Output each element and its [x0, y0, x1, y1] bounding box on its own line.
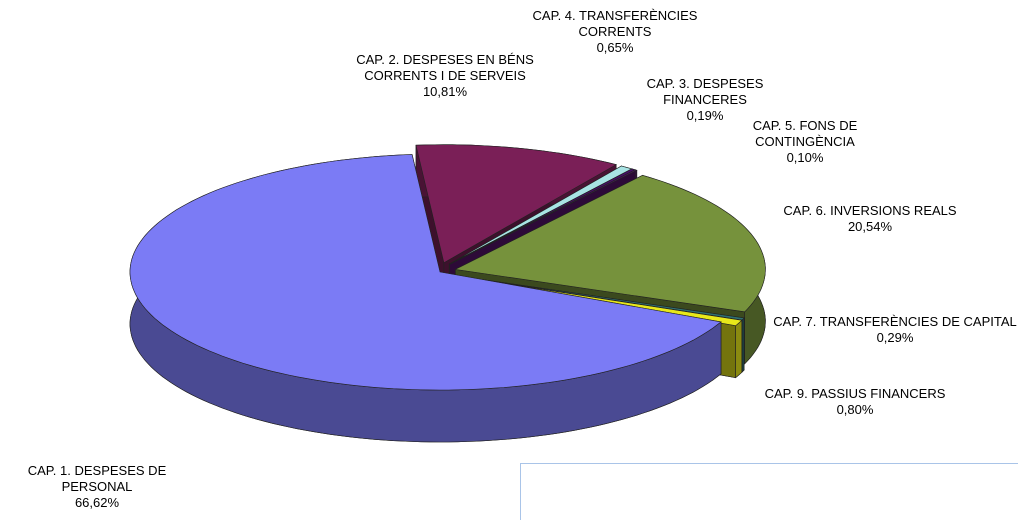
category-name: CAP. 3. DESPESES FINANCERES	[646, 76, 764, 107]
slice-top	[454, 174, 766, 313]
category-name: CAP. 7. TRANSFERÈNCIES DE CAPITAL	[773, 314, 1017, 329]
slice-label: CAP. 9. PASSIUS FINANCERS 0,80%	[725, 386, 985, 418]
slice-top	[449, 169, 638, 265]
slice-label: CAP. 1. DESPESES DE PERSONAL 66,62%	[0, 463, 197, 511]
value-label: 0,19%	[686, 108, 724, 123]
category-name: CAP. 1. DESPESES DE PERSONAL	[27, 463, 167, 494]
slice-top	[129, 154, 722, 391]
category-name: CAP. 9. PASSIUS FINANCERS	[764, 386, 946, 401]
slice-label: CAP. 7. TRANSFERÈNCIES DE CAPITAL 0,29%	[770, 314, 1018, 346]
slice-label: CAP. 6. INVERSIONS REALS 20,54%	[740, 203, 1000, 235]
category-name: CAP. 5. FONS DE CONTINGÈNCIA	[752, 118, 858, 149]
slice-label: CAP. 5. FONS DE CONTINGÈNCIA 0,10%	[730, 118, 880, 166]
slice-wall	[735, 319, 743, 379]
slice-label: CAP. 4. TRANSFERÈNCIES CORRENTS 0,65%	[515, 8, 715, 56]
value-label: 20,54%	[847, 219, 893, 234]
value-label: 0,80%	[836, 402, 874, 417]
value-label: 66,62%	[74, 495, 120, 510]
value-label: 0,10%	[786, 150, 824, 165]
slice-top	[415, 144, 618, 264]
slice-wall	[741, 317, 745, 373]
category-name: CAP. 6. INVERSIONS REALS	[783, 203, 957, 218]
pie-slice	[129, 154, 722, 443]
value-label: 10,81%	[422, 84, 468, 99]
slice-label: CAP. 2. DESPESES EN BÉNS CORRENTS I DE S…	[325, 52, 565, 100]
slice-top	[454, 275, 745, 321]
category-name: CAP. 4. TRANSFERÈNCIES CORRENTS	[532, 8, 698, 39]
value-label: 0,65%	[596, 40, 634, 55]
value-label: 0,29%	[876, 330, 914, 345]
slice-label: CAP. 3. DESPESES FINANCERES 0,19%	[625, 76, 785, 124]
category-name: CAP. 2. DESPESES EN BÉNS CORRENTS I DE S…	[356, 52, 534, 83]
